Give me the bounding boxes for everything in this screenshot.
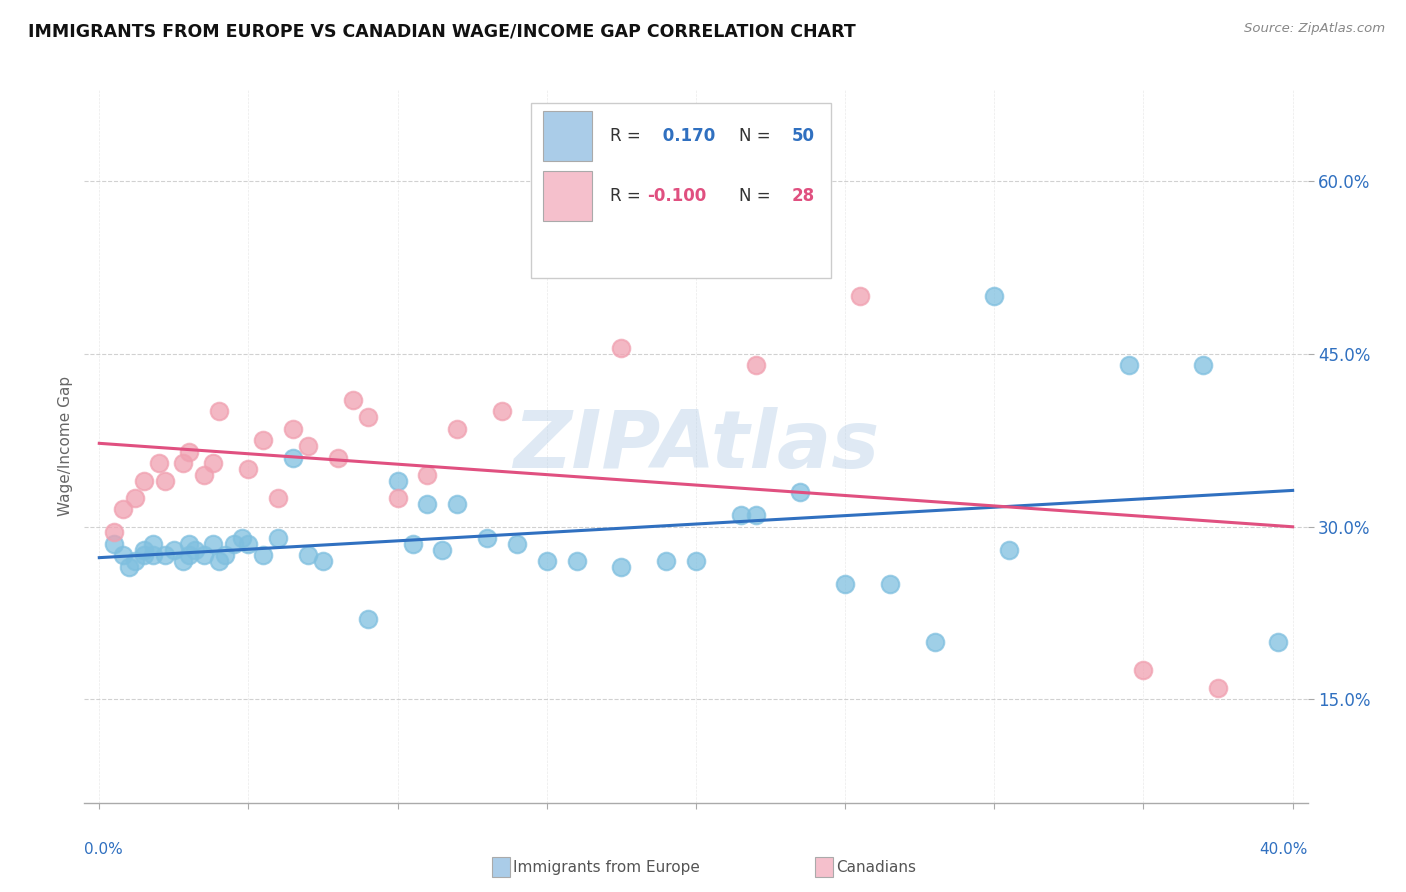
Point — [387, 491, 409, 505]
Point — [342, 392, 364, 407]
Point — [685, 554, 707, 568]
Text: 40.0%: 40.0% — [1260, 842, 1308, 857]
Point — [1132, 664, 1154, 678]
Text: 28: 28 — [792, 187, 814, 205]
Point — [124, 554, 146, 568]
Point — [148, 456, 170, 470]
Text: N =: N = — [738, 187, 770, 205]
Point — [118, 559, 141, 574]
Text: Canadians: Canadians — [837, 860, 917, 874]
Point — [153, 474, 176, 488]
Point — [446, 422, 468, 436]
Point — [387, 474, 409, 488]
Point — [1118, 359, 1140, 373]
Point — [177, 537, 200, 551]
Point — [924, 634, 946, 648]
Point — [163, 542, 186, 557]
Point — [201, 456, 224, 470]
Point — [222, 537, 245, 551]
Point — [193, 467, 215, 482]
Point — [207, 404, 229, 418]
Point — [983, 289, 1005, 303]
Point — [238, 462, 260, 476]
Text: R =: R = — [610, 127, 641, 145]
Point — [1267, 634, 1289, 648]
Point — [834, 577, 856, 591]
Point — [142, 537, 165, 551]
Point — [193, 549, 215, 563]
Point — [238, 537, 260, 551]
Point — [879, 577, 901, 591]
Point — [124, 491, 146, 505]
Point — [142, 549, 165, 563]
Point — [326, 450, 349, 465]
Point — [231, 531, 253, 545]
Point — [1192, 359, 1215, 373]
Point — [112, 502, 135, 516]
FancyBboxPatch shape — [531, 103, 831, 278]
Text: Immigrants from Europe: Immigrants from Europe — [513, 860, 700, 874]
Point — [1206, 681, 1229, 695]
Text: N =: N = — [738, 127, 770, 145]
Point — [112, 549, 135, 563]
Point — [297, 439, 319, 453]
Point — [312, 554, 335, 568]
Point — [103, 525, 125, 540]
Point — [998, 542, 1021, 557]
Point — [565, 554, 588, 568]
Point — [416, 467, 439, 482]
Text: 0.170: 0.170 — [657, 127, 716, 145]
Text: ZIPAtlas: ZIPAtlas — [513, 407, 879, 485]
Point — [416, 497, 439, 511]
Point — [267, 491, 290, 505]
Point — [252, 434, 274, 448]
Point — [357, 410, 380, 425]
Point — [849, 289, 872, 303]
Point — [491, 404, 513, 418]
Point — [610, 559, 633, 574]
Point — [214, 549, 236, 563]
Point — [103, 537, 125, 551]
Point — [172, 456, 194, 470]
Point — [132, 542, 155, 557]
Point — [177, 549, 200, 563]
Text: IMMIGRANTS FROM EUROPE VS CANADIAN WAGE/INCOME GAP CORRELATION CHART: IMMIGRANTS FROM EUROPE VS CANADIAN WAGE/… — [28, 22, 856, 40]
Point — [744, 508, 766, 522]
Point — [283, 422, 305, 436]
Point — [283, 450, 305, 465]
Text: Source: ZipAtlas.com: Source: ZipAtlas.com — [1244, 22, 1385, 36]
Point — [357, 612, 380, 626]
Bar — [543, 111, 592, 161]
Point — [506, 537, 529, 551]
Point — [132, 549, 155, 563]
Y-axis label: Wage/Income Gap: Wage/Income Gap — [58, 376, 73, 516]
Point — [610, 341, 633, 355]
Point — [536, 554, 558, 568]
Point — [730, 508, 752, 522]
Point — [184, 542, 207, 557]
Text: R =: R = — [610, 187, 641, 205]
Point — [744, 359, 766, 373]
Point — [267, 531, 290, 545]
Point — [401, 537, 423, 551]
Point — [789, 485, 811, 500]
Point — [201, 537, 224, 551]
Point — [252, 549, 274, 563]
Point — [297, 549, 319, 563]
Point — [172, 554, 194, 568]
Point — [177, 444, 200, 458]
Point — [475, 531, 498, 545]
Point — [446, 497, 468, 511]
Text: 50: 50 — [792, 127, 814, 145]
Point — [153, 549, 176, 563]
Text: -0.100: -0.100 — [647, 187, 706, 205]
Text: 0.0%: 0.0% — [84, 842, 124, 857]
Point — [132, 474, 155, 488]
Point — [207, 554, 229, 568]
Point — [655, 554, 678, 568]
Point — [432, 542, 454, 557]
Bar — [543, 171, 592, 221]
